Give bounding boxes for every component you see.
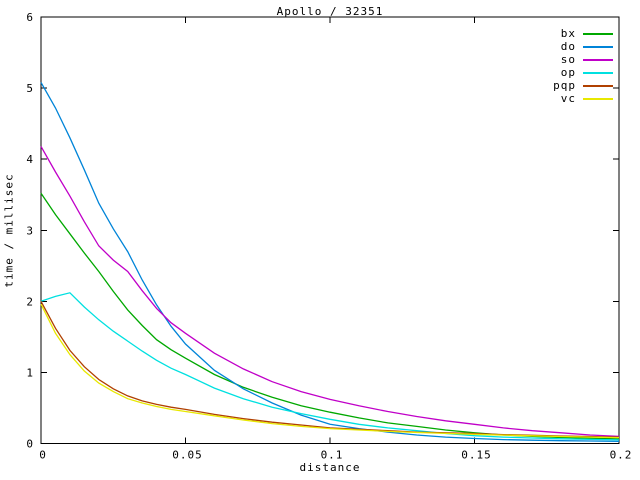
legend-label-pqp: pqp (553, 79, 576, 92)
legend-label-vc: vc (560, 92, 576, 105)
legend-line-sample-so (583, 58, 613, 61)
legend-item-vc: vc (561, 92, 613, 105)
y-tick-label: 0 (26, 438, 34, 451)
series-line-op (40, 292, 620, 441)
x-tick-label: 0.15 (461, 449, 492, 462)
series-line-do (40, 82, 620, 443)
y-tick-label: 1 (26, 366, 34, 379)
legend-label-do: do (560, 40, 576, 53)
y-tick-label: 5 (26, 82, 34, 95)
legend-line-sample-op (583, 71, 613, 74)
legend-item-so: so (561, 53, 613, 66)
x-axis-label: distance (299, 461, 361, 474)
y-axis-label: time / millisec (2, 173, 16, 288)
x-tick-label: 0.2 (610, 449, 633, 462)
legend-item-pqp: pqp (553, 79, 613, 92)
x-tick-label: 0.05 (172, 449, 203, 462)
series-line-pqp (40, 300, 620, 438)
y-tick-label: 2 (26, 295, 34, 308)
legend-line-sample-pqp (583, 84, 613, 87)
legend-line-sample-bx (583, 32, 613, 35)
y-tick-label: 6 (26, 11, 34, 24)
legend-item-op: op (561, 66, 613, 79)
legend-item-bx: bx (561, 27, 613, 40)
chart-title: Apollo / 32351 (276, 5, 384, 18)
series-line-bx (40, 192, 620, 440)
y-tick-label: 3 (26, 224, 34, 237)
series-line-so (40, 146, 620, 438)
y-tick-label: 4 (26, 153, 34, 166)
x-tick-label: 0 (39, 449, 47, 462)
legend-item-do: do (561, 40, 613, 53)
legend-label-so: so (560, 53, 576, 66)
legend-label-bx: bx (560, 27, 576, 40)
legend: bx do so op pqp vc (553, 27, 613, 105)
legend-label-op: op (560, 66, 576, 79)
legend-line-sample-do (583, 45, 613, 48)
series-line-vc (40, 303, 620, 439)
x-tick-label: 0.1 (321, 449, 344, 462)
plot-border (40, 16, 620, 444)
legend-line-sample-vc (583, 97, 613, 100)
